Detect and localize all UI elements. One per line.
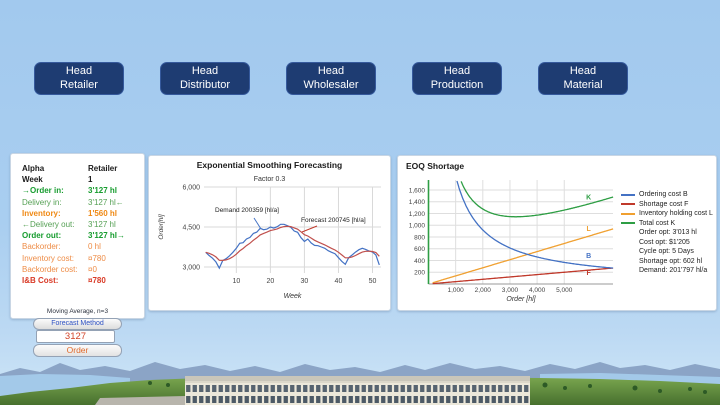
eoq-chart-title: EOQ Shortage xyxy=(406,161,465,171)
landscape-background xyxy=(0,362,720,405)
forecast-method-button[interactable]: Forecast Method xyxy=(33,318,122,330)
legend-item-L: Inventory holding cost L xyxy=(621,209,713,219)
svg-text:600: 600 xyxy=(414,246,425,253)
forecast-method-note: Moving Average, n=3 xyxy=(46,308,109,315)
building-left-roof xyxy=(95,396,185,405)
svg-text:20: 20 xyxy=(266,278,274,285)
stat-row-3: Delivery in: 3'127 hl← xyxy=(22,197,124,207)
svg-text:3,000: 3,000 xyxy=(182,265,200,272)
chart-annotation-1: Forecast 200745 [hl/a] xyxy=(301,217,366,224)
svg-text:2,000: 2,000 xyxy=(475,287,492,294)
forecast-chart-panel: Exponential Smoothing Forecasting Factor… xyxy=(148,155,391,311)
eoq-chart-panel: EOQ Shortage 1,000 2,000 3,000 4,000 5,000 20… xyxy=(397,155,717,311)
eoq-stat-1: Cost opt: $1'205 xyxy=(639,238,690,246)
svg-text:1,400: 1,400 xyxy=(409,199,426,206)
eoq-legend: Ordering cost B Shortage cost F Inventory … xyxy=(621,190,713,276)
stat-row-7: Backorder: 0 hl xyxy=(22,242,101,252)
svg-text:40: 40 xyxy=(335,278,343,285)
order-button[interactable]: Order xyxy=(33,344,122,357)
stat-row-8: Inventory cost: ¤780 xyxy=(22,253,106,263)
head-button-wholesaler[interactable]: Head Wholesaler xyxy=(286,62,376,95)
stats-rows: Alpha Retailer Week 1 →Order in: 3'127 hl Deli… xyxy=(11,154,144,286)
svg-text:50: 50 xyxy=(369,278,377,285)
head-button-production[interactable]: Head Production xyxy=(412,62,502,95)
legend-item-F: Shortage cost F xyxy=(621,200,713,210)
svg-text:30: 30 xyxy=(301,278,309,285)
head-button-material[interactable]: Head Material xyxy=(538,62,628,95)
demand-line xyxy=(205,223,380,270)
svg-text:4,500: 4,500 xyxy=(182,225,200,232)
svg-text:5,000: 5,000 xyxy=(556,287,573,294)
svg-text:6,000: 6,000 xyxy=(182,185,200,192)
eoq-stat-3: Shortage opt: 602 hl xyxy=(639,257,703,265)
forecast-chart-subtitle: Factor 0.3 xyxy=(253,176,286,183)
svg-text:1,200: 1,200 xyxy=(409,211,426,218)
legend-swatch xyxy=(621,222,635,225)
svg-text:800: 800 xyxy=(414,234,425,241)
shortage-cost-f-line xyxy=(432,267,614,285)
stat-row-0: Alpha Retailer xyxy=(22,164,118,173)
eoq-stat-2: Cycle opt: 5 Days xyxy=(639,248,694,255)
svg-text:200: 200 xyxy=(414,270,425,277)
svg-text:3,000: 3,000 xyxy=(502,287,519,294)
stat-row-4: Inventory: 1'560 hl xyxy=(22,208,118,218)
stat-row-6: Order out: 3'127 hl→ xyxy=(22,231,126,241)
stat-row-5: ←Delivery out: 3'127 hl xyxy=(22,220,116,230)
curve-label-K: K xyxy=(586,194,591,201)
forecast-line xyxy=(205,225,380,262)
legend-item-K: Total cost K xyxy=(621,219,713,229)
order-quantity-input[interactable] xyxy=(36,330,115,343)
legend-swatch xyxy=(621,212,635,215)
legend-swatch xyxy=(621,193,635,196)
stat-row-1: Week 1 xyxy=(22,175,93,185)
svg-text:1,600: 1,600 xyxy=(409,187,426,194)
head-button-retailer[interactable]: Head Retailer xyxy=(34,62,124,95)
stat-row-2: →Order in: 3'127 hl xyxy=(22,186,118,196)
eoq-chart-plot: 1,000 2,000 3,000 4,000 5,000 200 400 600 800 1,0… xyxy=(409,180,614,294)
forecast-chart-title: Exponential Smoothing Forecasting xyxy=(196,160,343,170)
svg-text:1,000: 1,000 xyxy=(409,223,426,230)
ordering-cost-b-line xyxy=(456,180,614,269)
svg-text:1,000: 1,000 xyxy=(448,287,465,294)
inventory-holding-cost-l-line xyxy=(432,228,614,284)
chart-annotation-0: Demand 200359 [hl/a] xyxy=(215,207,279,214)
svg-text:4,000: 4,000 xyxy=(529,287,546,294)
svg-text:400: 400 xyxy=(414,258,425,265)
svg-text:10: 10 xyxy=(232,278,240,285)
stat-row-10: I&B Cost: ¤780 xyxy=(22,276,106,286)
head-button-distributor[interactable]: Head Distributor xyxy=(160,62,250,95)
trees xyxy=(148,381,707,394)
forecast-x-axis-label: Week xyxy=(283,293,302,300)
legend-swatch xyxy=(621,203,635,206)
legend-item-B: Ordering cost B xyxy=(621,190,713,200)
total-cost-k-line xyxy=(460,181,614,218)
stat-row-9: Backorder cost: ¤0 xyxy=(22,264,97,274)
brewery-building xyxy=(185,376,530,405)
curve-label-B: B xyxy=(586,253,591,260)
curve-label-F: F xyxy=(587,270,592,277)
eoq-stat-0: Order opt: 3'013 hl xyxy=(639,229,697,236)
forecast-chart-plot: 10 20 30 40 50 3,000 4,500 6,000 xyxy=(182,185,381,285)
curve-label-L: L xyxy=(587,226,592,233)
eoq-x-axis-label: Order [hl] xyxy=(506,296,536,303)
retailer-stats-panel: Alpha Retailer Week 1 →Order in: 3'127 hl Deli… xyxy=(10,153,145,319)
eoq-stat-4: Demand: 201'797 hl/a xyxy=(639,267,708,274)
